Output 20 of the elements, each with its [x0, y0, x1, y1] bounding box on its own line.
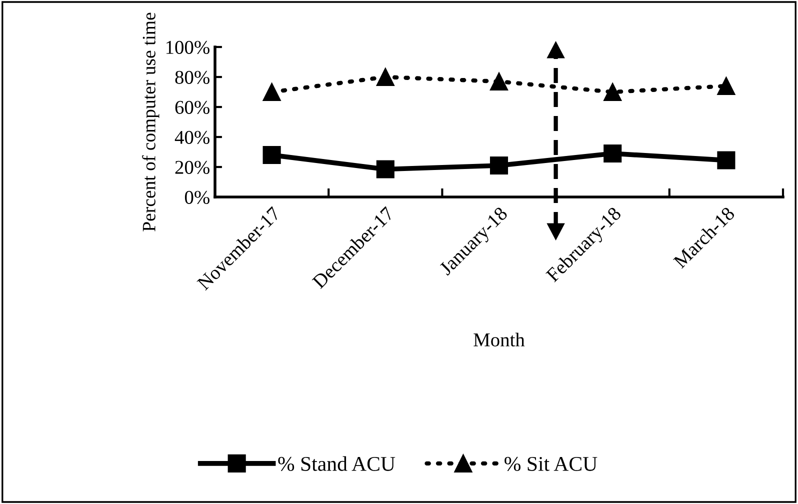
point	[604, 144, 622, 163]
y-tick-label: 100%	[166, 40, 210, 54]
legend-label: % Sit ACU	[504, 456, 598, 472]
point	[376, 160, 394, 178]
y-tick-label: 40%	[174, 130, 210, 144]
y-tick-label: 80%	[175, 70, 210, 84]
point	[262, 82, 281, 102]
y-tick-label: 60%	[175, 100, 210, 114]
point	[490, 72, 508, 91]
y-tick-label: 20%	[175, 160, 210, 174]
legend-label: % Stand ACU	[278, 456, 396, 472]
point	[262, 146, 281, 164]
point	[717, 151, 736, 170]
y-tick-label: 0%	[184, 190, 210, 204]
point	[717, 76, 736, 96]
point	[376, 68, 394, 86]
x-axis-title: Month	[474, 332, 525, 346]
point	[490, 156, 508, 175]
y-axis-title: Percent of computer use time	[142, 12, 160, 232]
point	[604, 82, 622, 102]
